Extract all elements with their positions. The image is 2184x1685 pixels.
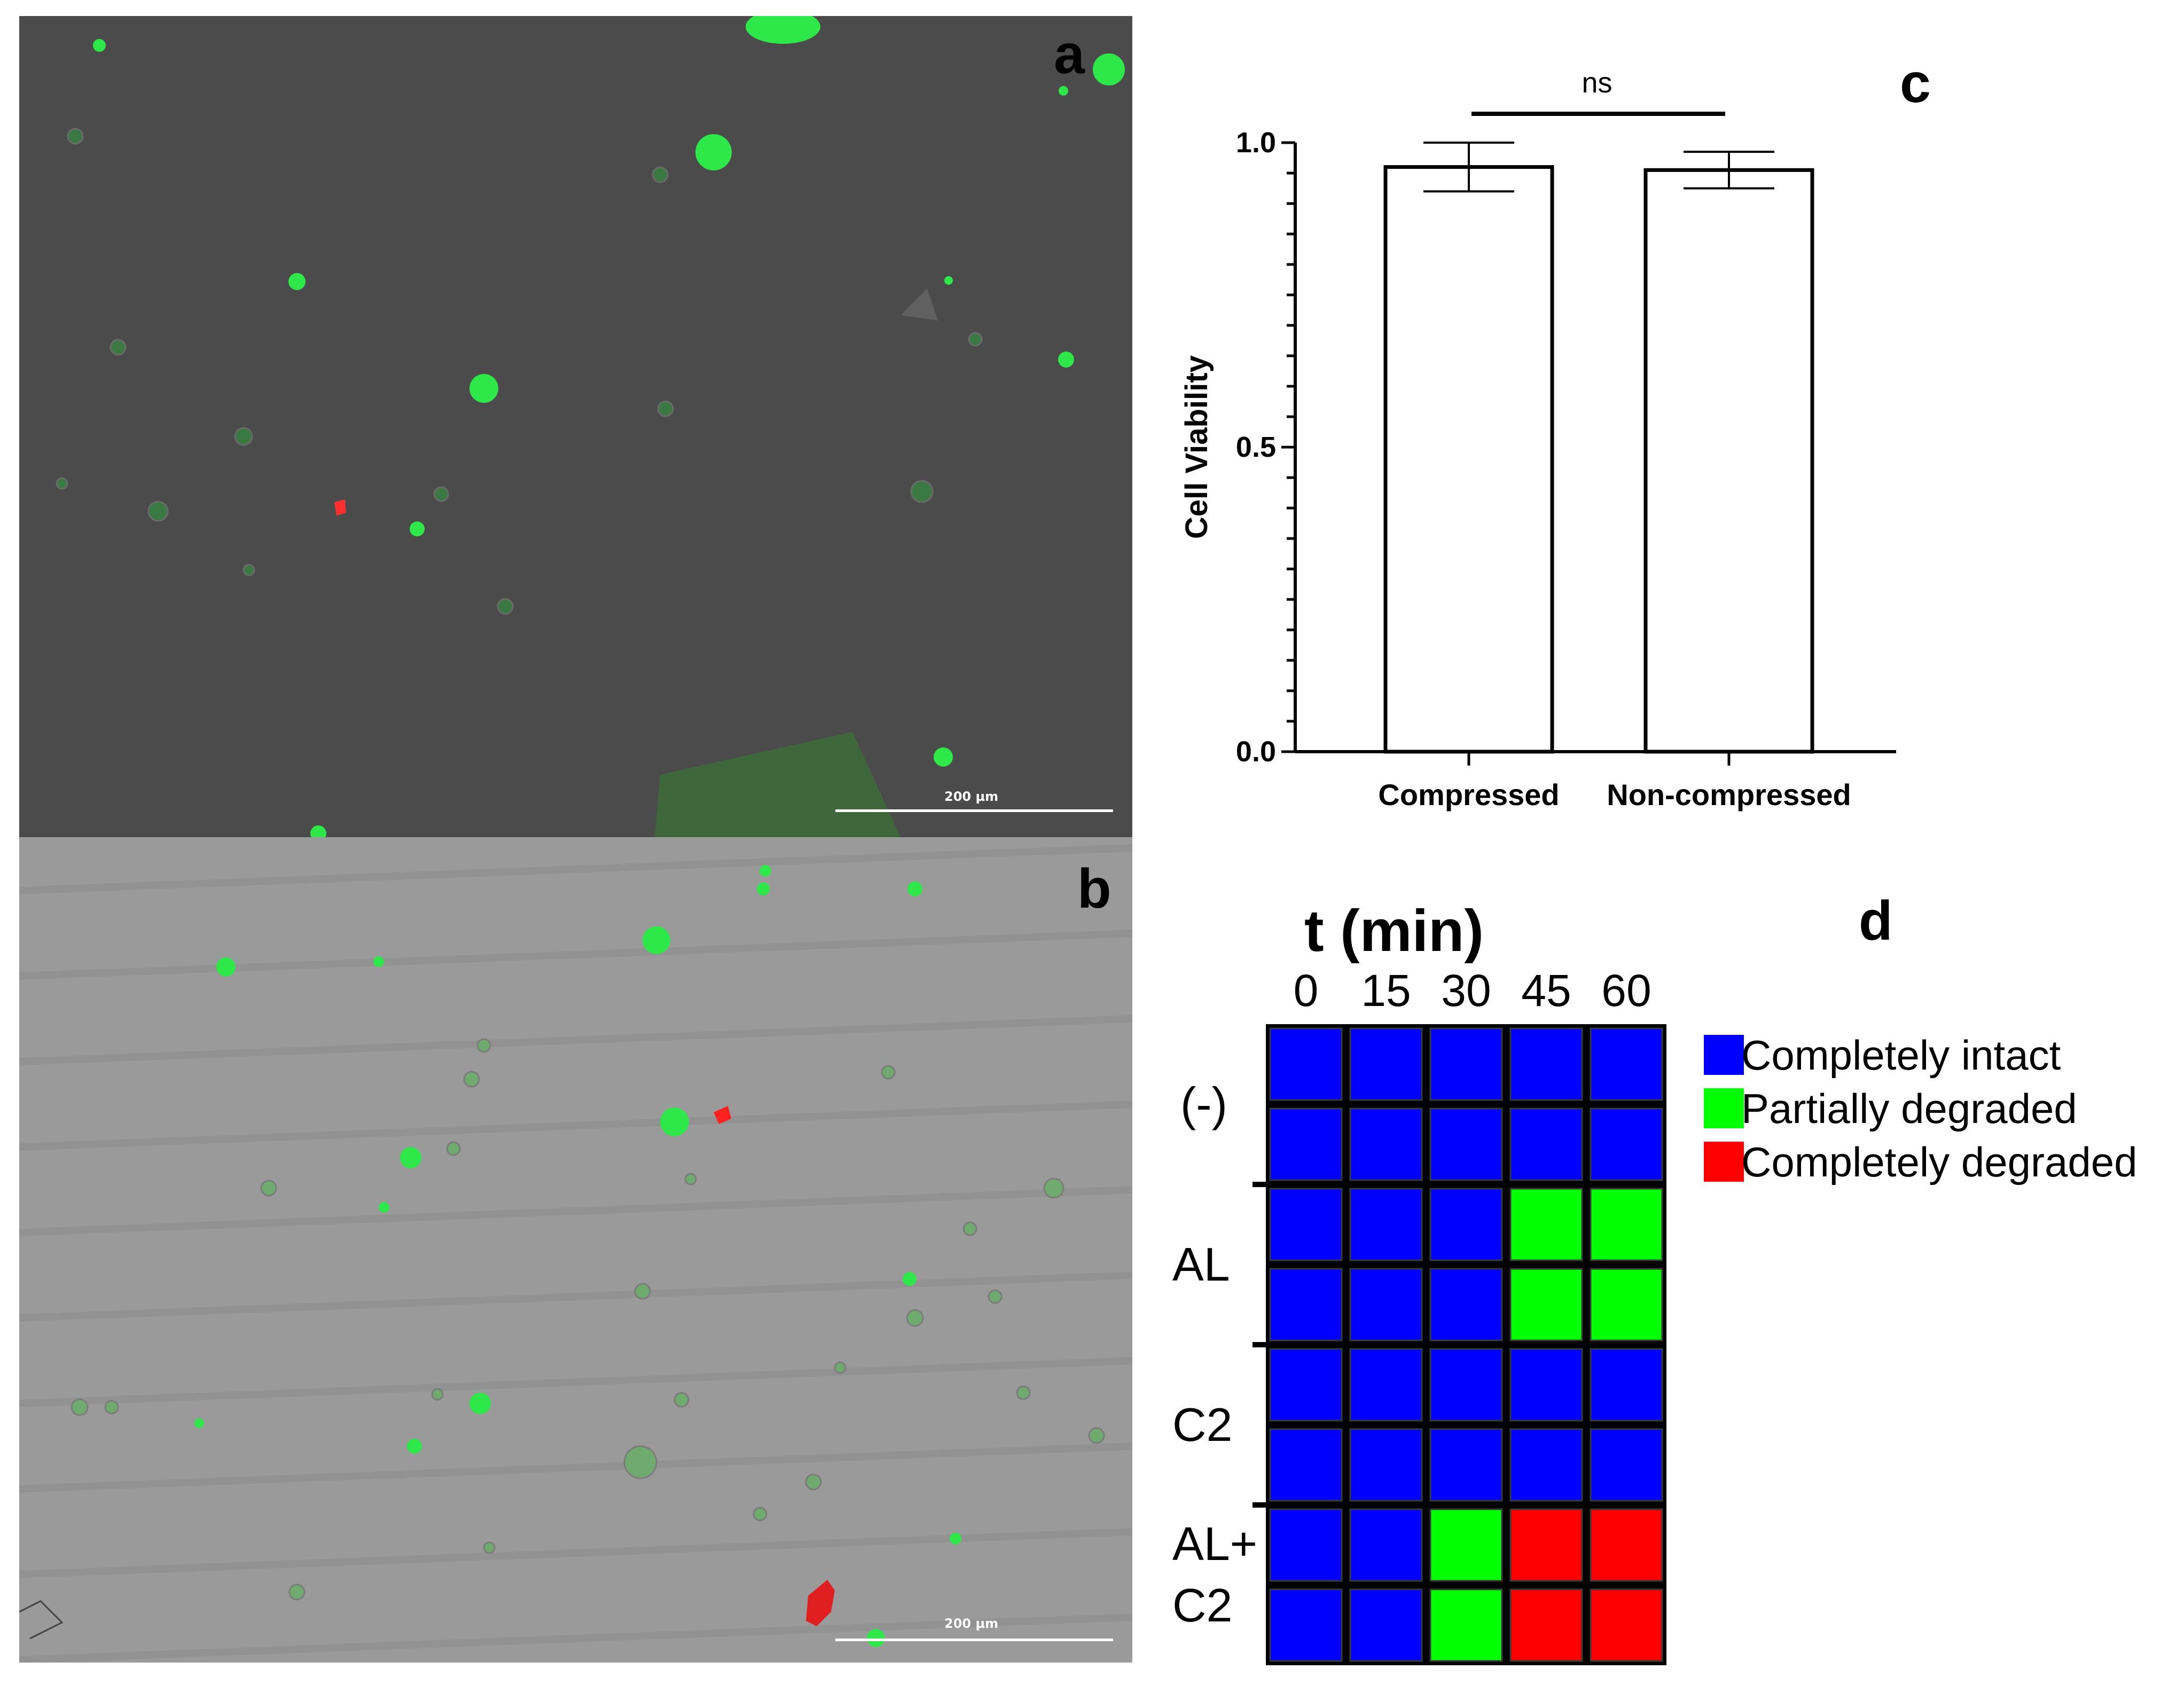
- row-group-label: AL: [1172, 1238, 1230, 1291]
- heatmap-cell-degraded: [1509, 1508, 1583, 1582]
- heatmap-cell-intact: [1509, 1027, 1583, 1101]
- panel-letter-c: c: [1900, 52, 1931, 114]
- row-group-label: (-): [1180, 1078, 1227, 1130]
- heatmap-cell-partial: [1509, 1268, 1583, 1341]
- heatmap-title: t (min): [1304, 898, 1484, 964]
- column-label-30: 30: [1441, 965, 1491, 1016]
- heatmap-cell-intact: [1269, 1508, 1343, 1582]
- legend-swatch-degraded: [1704, 1142, 1744, 1182]
- column-label-15: 15: [1361, 965, 1411, 1016]
- heatmap-cell-degraded: [1590, 1508, 1663, 1582]
- legend-label-partial: Partially degraded: [1741, 1085, 2077, 1132]
- heatmap-cell-intact: [1429, 1428, 1503, 1502]
- y-tick-label: 0.0: [1236, 736, 1276, 768]
- heatmap-cell-intact: [1429, 1188, 1503, 1261]
- y-tick-label: 1.0: [1236, 127, 1276, 159]
- heatmap-cell-intact: [1509, 1107, 1583, 1181]
- bar-chart-cell-viability: 0.0 0.5 1.0 Cell Viability Compressed Non-com…: [1179, 67, 1896, 812]
- heatmap-cell-intact: [1509, 1428, 1583, 1502]
- legend-swatch-partial: [1704, 1088, 1744, 1128]
- legend-swatch-intact: [1704, 1035, 1744, 1075]
- row-group-label: AL+: [1172, 1517, 1257, 1570]
- heatmap-cell-intact: [1349, 1348, 1423, 1422]
- heatmap-cell-intact: [1269, 1428, 1343, 1502]
- heatmap-cell-intact: [1349, 1107, 1423, 1181]
- heatmap-cell-partial: [1590, 1188, 1663, 1261]
- heatmap-cell-partial: [1509, 1188, 1583, 1261]
- heatmap-cell-intact: [1349, 1508, 1423, 1582]
- column-label-45: 45: [1521, 965, 1571, 1016]
- heatmap-cell-degraded: [1590, 1588, 1663, 1662]
- y-tick-label: 0.5: [1236, 431, 1276, 463]
- heatmap-cell-intact: [1429, 1107, 1503, 1181]
- heatmap-cell-intact: [1509, 1348, 1583, 1422]
- heatmap-cell-intact: [1429, 1348, 1503, 1422]
- bar-compressed: [1383, 165, 1554, 754]
- heatmap-cell-intact: [1269, 1588, 1343, 1662]
- micrograph-b: 200 µm: [19, 837, 1132, 1663]
- heatmap-cell-intact: [1269, 1027, 1343, 1101]
- heatmap-cell-partial: [1429, 1508, 1503, 1582]
- column-label-60: 60: [1601, 965, 1651, 1016]
- scale-bar-label-b: 200 µm: [944, 1616, 999, 1631]
- heatmap-cell-intact: [1590, 1348, 1663, 1422]
- heatmap-cell-partial: [1590, 1268, 1663, 1341]
- heatmap-cell-intact: [1269, 1348, 1343, 1422]
- heatmap-cell-partial: [1429, 1588, 1503, 1662]
- heatmap-cell-intact: [1269, 1107, 1343, 1181]
- legend-label-degraded: Completely degraded: [1741, 1138, 2137, 1185]
- heatmap-cell-intact: [1349, 1428, 1423, 1502]
- scale-bar-label-a: 200 µm: [944, 789, 999, 804]
- heatmap-cell-intact: [1429, 1027, 1503, 1101]
- panel-letter-d: d: [1859, 890, 1893, 952]
- heatmap-cell-intact: [1349, 1588, 1423, 1662]
- x-tick-label: Non-compressed: [1607, 778, 1851, 812]
- row-group-label: C2: [1172, 1398, 1233, 1451]
- significance-label: ns: [1582, 67, 1612, 99]
- legend-label-intact: Completely intact: [1741, 1032, 2061, 1079]
- bar-non-compressed: [1643, 168, 1814, 754]
- heatmap-cell-intact: [1269, 1268, 1343, 1341]
- heatmap-cell-intact: [1590, 1027, 1663, 1101]
- degradation-heatmap: t (min)0 15 30 45 60 (-) AL C2 AL+ C2 Completely i…: [1172, 898, 2137, 1665]
- column-label-0: 0: [1294, 965, 1319, 1016]
- panel-letter-a: a: [1054, 24, 1085, 85]
- x-tick-label: Compressed: [1378, 778, 1559, 812]
- heatmap-cell-intact: [1429, 1268, 1503, 1341]
- micrograph-a-image: [19, 16, 1132, 837]
- heatmap-cell-intact: [1349, 1027, 1423, 1101]
- heatmap-cell-intact: [1269, 1188, 1343, 1261]
- panel-letter-b: b: [1077, 858, 1111, 920]
- y-axis-title: Cell Viability: [1179, 355, 1214, 539]
- heatmap-cell-intact: [1349, 1188, 1423, 1261]
- heatmap-cell-intact: [1349, 1268, 1423, 1341]
- heatmap-cell-degraded: [1509, 1588, 1583, 1662]
- micrograph-a: 200 µm: [19, 16, 1132, 837]
- micrograph-b-image: [19, 837, 1132, 1663]
- heatmap-cell-intact: [1590, 1428, 1663, 1502]
- row-group-label: C2: [1172, 1579, 1233, 1632]
- heatmap-cell-intact: [1590, 1107, 1663, 1181]
